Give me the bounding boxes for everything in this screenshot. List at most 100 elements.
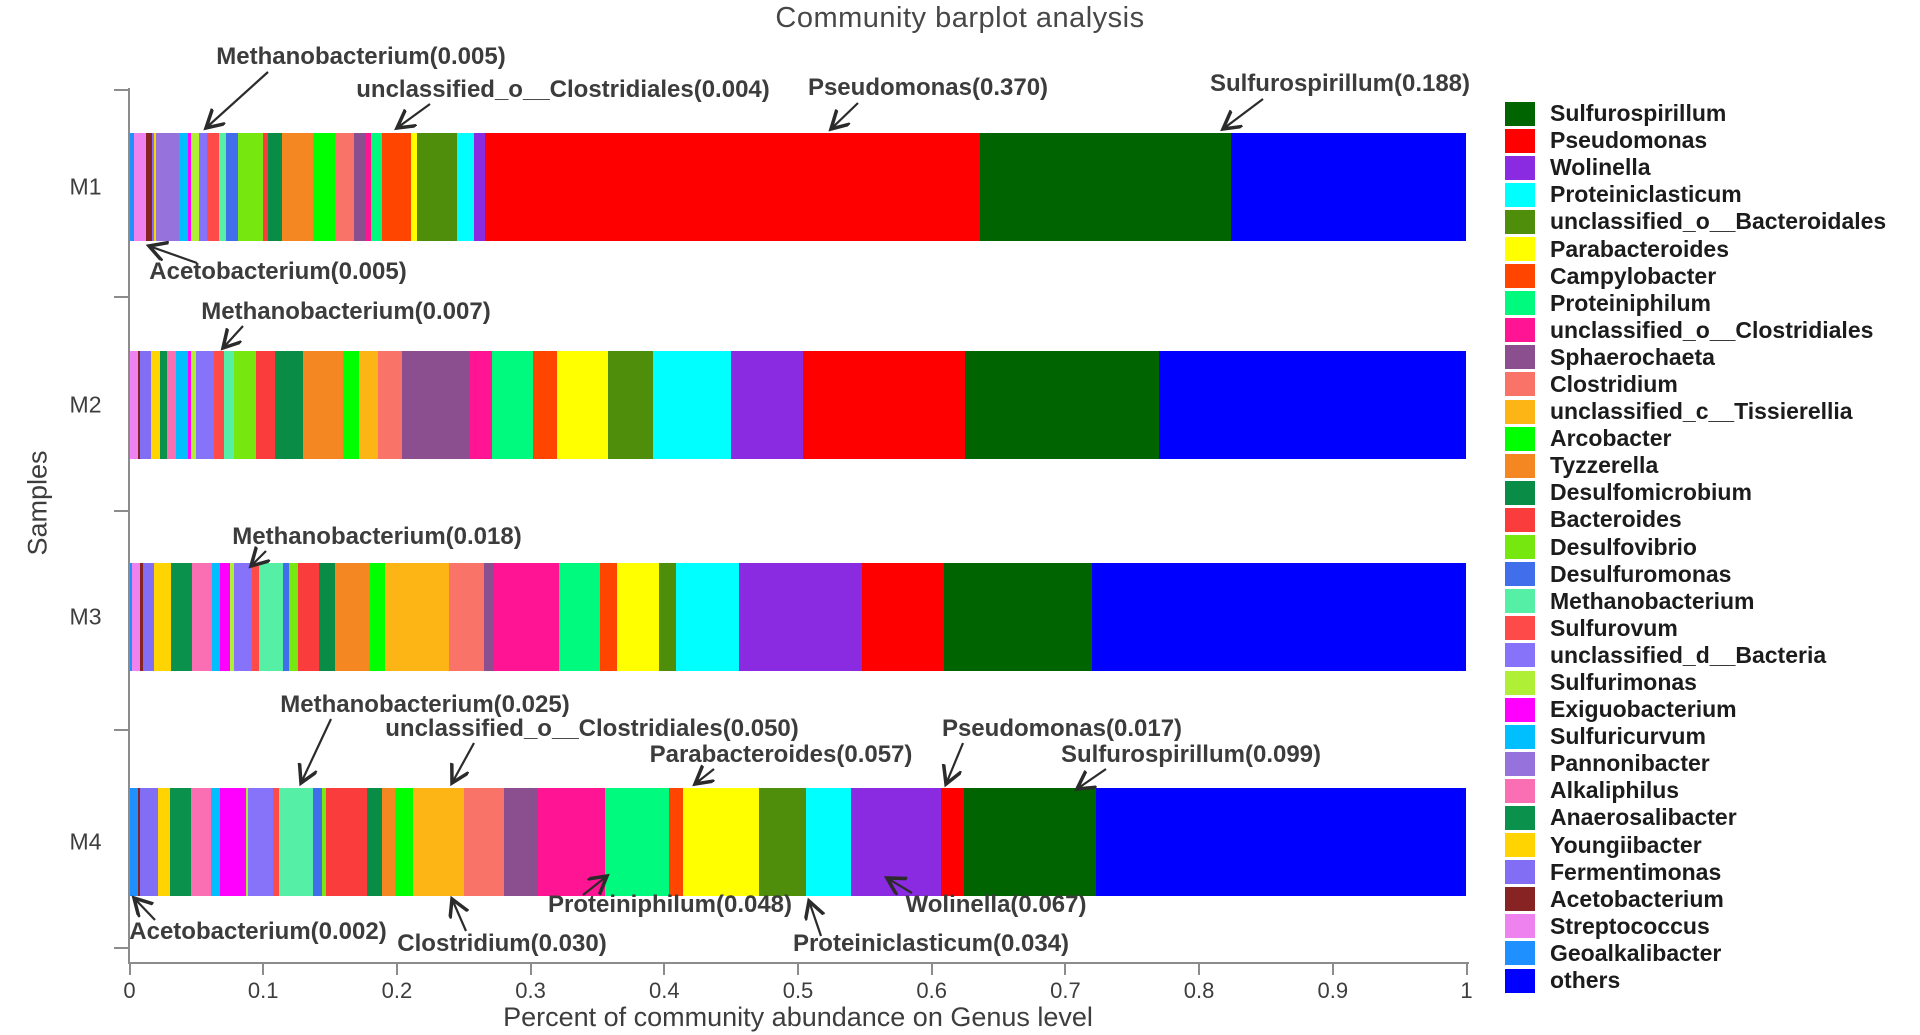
y-tick <box>113 729 128 731</box>
segment-Pseudomonas <box>484 133 980 241</box>
legend-item-unclassified_o__Clostridiales: unclassified_o__Clostridiales <box>1505 317 1886 344</box>
segment-Bacteroides <box>325 788 368 896</box>
legend-item-Desulfomicrobium: Desulfomicrobium <box>1505 479 1886 506</box>
legend-item-Youngiibacter: Youngiibacter <box>1505 832 1886 859</box>
y-tick <box>113 89 128 91</box>
segment-Tyzzerella <box>335 563 371 671</box>
legend-item-Sphaerochaeta: Sphaerochaeta <box>1505 344 1886 371</box>
legend-swatch-icon <box>1505 182 1535 207</box>
segment-Desulfuromonas <box>283 563 289 671</box>
segment-others <box>1095 788 1467 896</box>
annotation-arrow <box>452 742 475 783</box>
legend-label: Desulfuromonas <box>1550 560 1732 587</box>
segment-Clostridium <box>378 351 403 459</box>
y-tick <box>113 510 128 512</box>
y-tick <box>113 947 128 949</box>
segment-Sulfurospirillum <box>943 563 1092 671</box>
legend-swatch-icon <box>1505 128 1535 153</box>
segment-Fermentimonas <box>140 351 151 459</box>
segment-Proteiniphilum <box>605 788 670 896</box>
segment-Arcobacter <box>312 133 336 241</box>
x-tick-label: 0 <box>123 978 136 1003</box>
legend-label: Sulfuricurvum <box>1550 723 1706 750</box>
annotation-Proteiniclasticum(0.034): Proteiniclasticum(0.034) <box>792 930 1070 957</box>
segment-Clostridium <box>335 133 354 241</box>
segment-Sulfurimonas <box>190 351 197 459</box>
annotation-arrow <box>397 103 431 128</box>
y-axis-label: Samples <box>22 450 53 556</box>
x-tick-label: 0.3 <box>515 978 546 1003</box>
legend-item-unclassified_c__Tissierellia: unclassified_c__Tissierellia <box>1505 398 1886 425</box>
segment-unclassified_c__Tissierellia <box>359 351 379 459</box>
segment-Proteiniclasticum <box>805 788 852 896</box>
annotation-Pseudomonas(0.017): Pseudomonas(0.017) <box>941 715 1183 742</box>
segment-Anaerosalibacter <box>170 563 193 671</box>
segment-Youngiibacter <box>153 133 157 241</box>
x-tick <box>1331 962 1334 975</box>
x-tick-label: 0.8 <box>1183 978 1215 1003</box>
segment-Pseudomonas <box>940 788 964 896</box>
legend-swatch-icon <box>1505 291 1535 316</box>
annotation-Methanobacterium(0.018): Methanobacterium(0.018) <box>232 523 522 550</box>
segment-unclassified_d__Bacteria <box>248 788 273 896</box>
segment-Desulfomicrobium <box>319 563 336 671</box>
legend-label: Methanobacterium <box>1550 587 1755 614</box>
annotation-Acetobacterium(0.002): Acetobacterium(0.002) <box>129 918 387 945</box>
segment-Clostridium <box>463 788 504 896</box>
legend-label: unclassified_d__Bacteria <box>1550 641 1827 668</box>
x-tick-label: 0.2 <box>381 978 413 1003</box>
legend-item-unclassified_o__Bacteroidales: unclassified_o__Bacteroidales <box>1505 208 1886 235</box>
legend-label: unclassified_o__Clostridiales <box>1550 316 1874 343</box>
segment-Exiguobacterium <box>220 788 246 896</box>
legend-swatch-icon <box>1505 562 1535 587</box>
legend-item-Campylobacter: Campylobacter <box>1505 263 1886 290</box>
segment-unclassified_c__Tissierellia <box>412 788 464 896</box>
segment-Fermentimonas <box>140 788 158 896</box>
segment-Sulfurospirillum <box>979 133 1231 241</box>
segment-Sulfurospirillum <box>963 788 1096 896</box>
segment-Sulfurospirillum <box>964 351 1159 459</box>
segment-Sphaerochaeta <box>353 133 366 241</box>
segment-Parabacteroides <box>682 788 760 896</box>
segment-Wolinella <box>730 351 804 459</box>
legend-swatch-icon <box>1505 968 1535 993</box>
legend-label: Desulfomicrobium <box>1550 479 1752 506</box>
segment-Campylobacter <box>382 133 412 241</box>
segment-Desulfovibrio <box>288 563 298 671</box>
annotation-unclassified_o__Clostridiales(0.004): unclassified_o__Clostridiales(0.004) <box>356 76 770 103</box>
legend: Sulfurospirillum Pseudomonas Wolinella Prot… <box>1505 100 1886 994</box>
x-tick <box>395 962 398 975</box>
segment-Methanobacterium <box>224 351 234 459</box>
legend-swatch-icon <box>1505 535 1535 560</box>
annotation-Wolinella(0.067): Wolinella(0.067) <box>905 891 1087 918</box>
segment-Proteiniphilum <box>558 563 600 671</box>
segment-Alkaliphilus <box>192 563 213 671</box>
segment-Youngiibacter <box>157 788 170 896</box>
segment-Parabacteroides <box>411 133 417 241</box>
segment-Parabacteroides <box>617 563 659 671</box>
segment-Exiguobacterium <box>188 351 191 459</box>
legend-swatch-icon <box>1505 589 1535 614</box>
legend-label: Streptococcus <box>1550 912 1710 939</box>
segment-Sulfuricurvum <box>211 788 221 896</box>
legend-label: Geoalkalibacter <box>1550 939 1722 966</box>
legend-label: Proteiniphilum <box>1550 289 1711 316</box>
bar-M4 <box>129 788 1467 896</box>
segment-Fermentimonas <box>152 133 154 241</box>
segment-Acetobacterium <box>140 563 143 671</box>
annotation-Methanobacterium(0.005): Methanobacterium(0.005) <box>216 43 506 70</box>
legend-label: Desulfovibrio <box>1550 533 1697 560</box>
legend-item-Streptococcus: Streptococcus <box>1505 913 1886 940</box>
segment-Methanobacterium <box>259 563 284 671</box>
legend-item-Pseudomonas: Pseudomonas <box>1505 127 1886 154</box>
legend-swatch-icon <box>1505 778 1535 803</box>
segment-Youngiibacter <box>153 563 171 671</box>
segment-Proteiniphilum <box>371 133 383 241</box>
legend-item-Pannonibacter: Pannonibacter <box>1505 750 1886 777</box>
segment-Bacteroides <box>256 351 276 459</box>
segment-Bacteroides <box>297 563 320 671</box>
segment-Pannonibacter <box>156 133 179 241</box>
segment-unclassified_d__Bacteria <box>196 351 214 459</box>
segment-Acetobacterium <box>137 351 141 459</box>
x-tick-label: 0.5 <box>782 978 814 1003</box>
